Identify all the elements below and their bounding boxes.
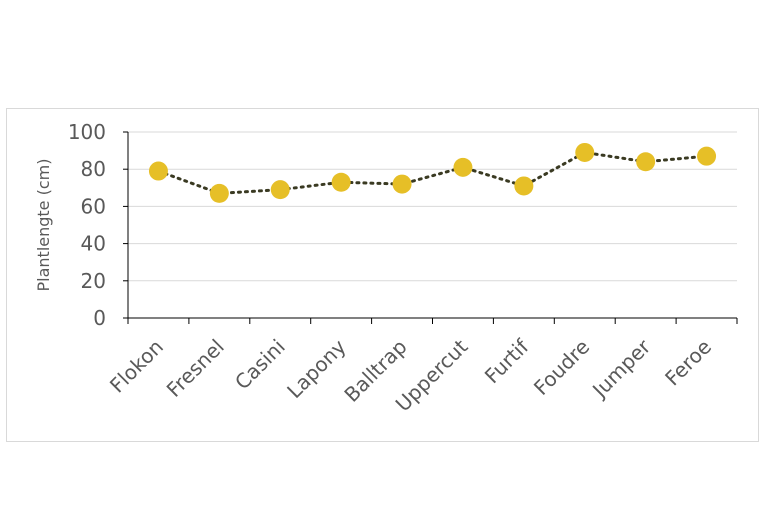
y-tick-label: 80 (81, 157, 106, 181)
data-point (575, 142, 595, 162)
gridlines (128, 131, 737, 282)
x-tick-label: Casini (230, 335, 290, 395)
series (148, 142, 717, 203)
data-point (636, 152, 656, 172)
data-point (392, 174, 412, 194)
data-point (697, 146, 717, 166)
x-tick-label: Lapony (282, 334, 351, 403)
x-tick-label: Jumper (586, 334, 655, 403)
data-point (148, 161, 168, 181)
x-tick-label: Fresnel (162, 335, 229, 402)
series-line (156, 150, 709, 195)
y-tick-label: 60 (81, 194, 106, 218)
data-point (331, 172, 351, 192)
y-tick-label: 100 (68, 120, 106, 144)
x-tick-label: Foudre (529, 335, 594, 400)
chart-frame (6, 108, 759, 442)
axes (123, 131, 738, 324)
y-tick-label: 40 (81, 232, 106, 256)
y-tick-label: 0 (93, 306, 106, 330)
data-point (514, 176, 534, 196)
y-tick-label: 20 (81, 269, 106, 293)
data-point (453, 157, 473, 177)
y-tick-labels: 0 20 40 60 80 100 (68, 120, 106, 330)
data-point (270, 180, 290, 200)
x-tick-label: Feroe (660, 335, 716, 391)
y-axis-title: Plantlengte (cm) (34, 159, 53, 292)
x-tick-label: Furtif (480, 334, 534, 388)
x-tick-label: Flokon (105, 335, 168, 398)
data-point (209, 183, 229, 203)
